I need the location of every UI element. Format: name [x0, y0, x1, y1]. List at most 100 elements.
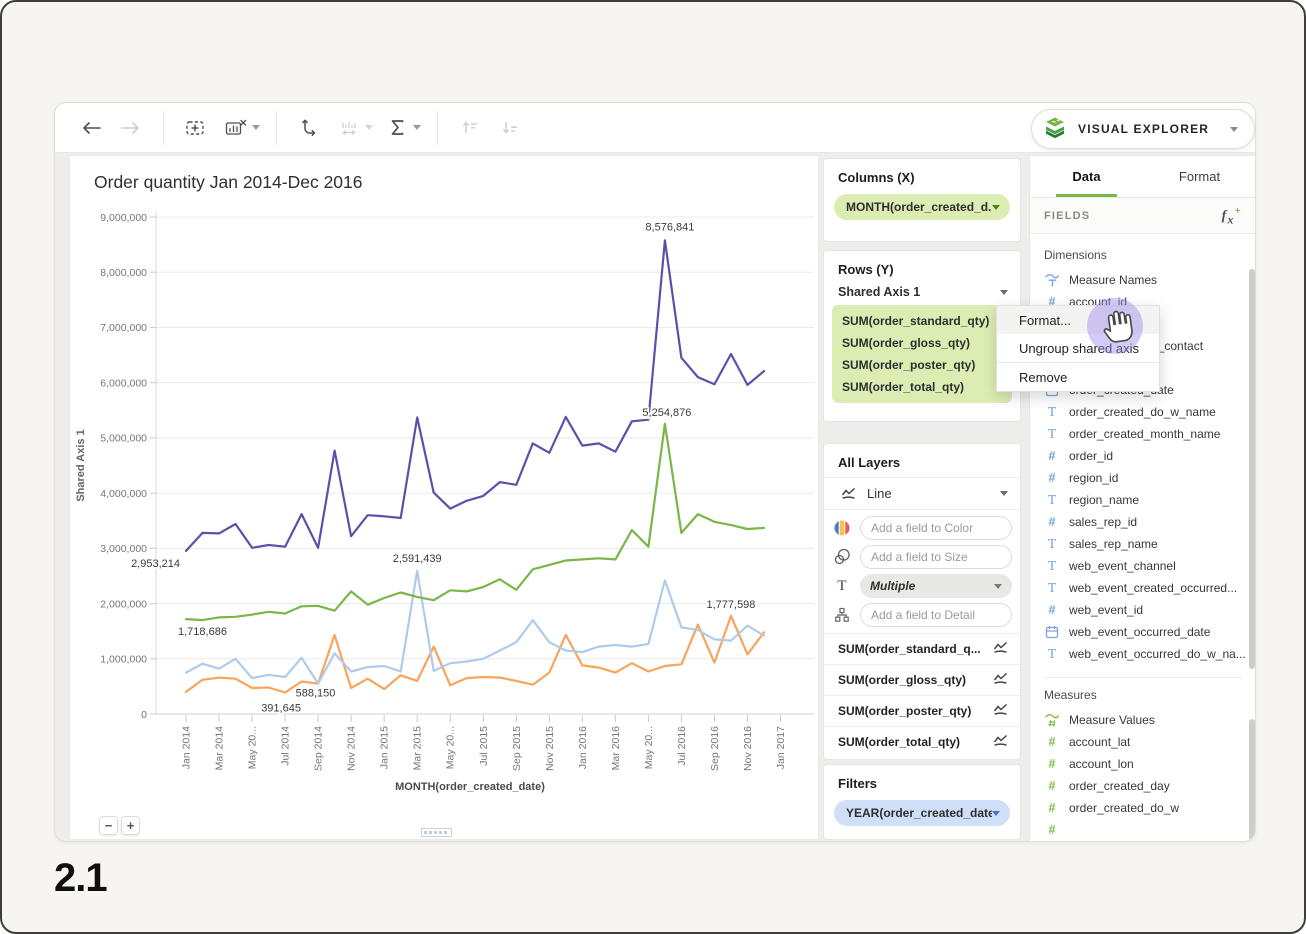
filter-field-pill[interactable]: YEAR(order_created_date) — [834, 800, 1010, 826]
number-icon: # — [1048, 801, 1056, 815]
add-chart-button[interactable] — [181, 113, 211, 143]
visual-explorer-label: VISUAL EXPLORER — [1078, 122, 1210, 136]
menu-item-ungroup-shared-axis[interactable]: Ungroup shared axis — [1019, 340, 1139, 356]
field-drop-input[interactable]: Add a field to Detail — [860, 603, 1012, 627]
svg-text:Sep 2014: Sep 2014 — [313, 726, 325, 771]
number-icon: # — [1048, 295, 1056, 309]
menu-item-remove[interactable]: Remove — [1019, 369, 1068, 385]
tab-data[interactable]: Data — [1030, 156, 1143, 197]
sort-desc-button — [495, 113, 525, 143]
measure-field[interactable]: Measure Values — [1044, 709, 1255, 731]
svg-text:9,000,000: 9,000,000 — [100, 212, 147, 224]
chevron-down-icon — [365, 125, 373, 130]
toolbar-divider — [163, 110, 164, 145]
chevron-down-icon — [992, 810, 1000, 816]
measure-field[interactable]: # — [1044, 819, 1255, 841]
chart-type-label: Line — [867, 486, 892, 501]
layer-measure-row[interactable]: SUM(order_standard_q... — [824, 633, 1020, 664]
sigma-button[interactable] — [382, 113, 412, 143]
chevron-down-icon — [1000, 289, 1008, 295]
shared-axis-measure-pill[interactable]: SUM(order_poster_qty) — [842, 358, 976, 372]
measure-field[interactable]: # order_created_do_w — [1044, 797, 1255, 819]
arrow-right-button — [116, 113, 146, 143]
measure-field[interactable]: # account_lon — [1044, 753, 1255, 775]
text-icon: T — [1047, 426, 1057, 441]
layer-measure-row[interactable]: SUM(order_poster_qty) — [824, 695, 1020, 726]
label-field-selector[interactable]: Multiple — [860, 574, 1012, 598]
toolbar-divider — [437, 110, 438, 145]
swap-axes-button[interactable] — [294, 113, 324, 143]
calendar-icon — [1044, 625, 1060, 639]
chevron-down-icon — [992, 204, 1000, 210]
fields-header: FIELDS fx+ — [1030, 198, 1255, 234]
svg-text:1,718,686: 1,718,686 — [178, 626, 227, 638]
dimension-field[interactable]: web_event_occurred_date — [1044, 621, 1255, 643]
columns-field-pill[interactable]: MONTH(order_created_d... — [834, 194, 1010, 220]
field-drop-input[interactable]: Add a field to Color — [860, 516, 1012, 540]
visual-explorer-button[interactable]: VISUAL EXPLORER — [1031, 109, 1255, 149]
svg-text:Sep 2015: Sep 2015 — [511, 726, 523, 771]
encoding-slot-row: Add a field to Size — [832, 545, 1012, 569]
chevron-down-icon — [413, 125, 421, 130]
chevron-down-icon — [1230, 126, 1238, 132]
measures-list: Measure Values # account_lat # account_lon # o… — [1044, 709, 1255, 841]
svg-text:2,591,439: 2,591,439 — [393, 553, 442, 565]
measure-field[interactable]: # account_lat — [1044, 731, 1255, 753]
measure-field[interactable]: # order_created_day — [1044, 775, 1255, 797]
remove-chart-button[interactable] — [221, 113, 251, 143]
shared-axis-measure-pill[interactable]: SUM(order_total_qty) — [842, 380, 965, 394]
dimension-field[interactable]: # order_id — [1044, 445, 1255, 467]
fields-panel: Data Format FIELDS fx+ Dimensions Measur… — [1029, 155, 1255, 841]
all-layers-panel: All Layers Line Add a field to Color Add … — [823, 443, 1021, 760]
size-icon — [832, 548, 852, 566]
filters-panel: Filters YEAR(order_created_date) — [823, 764, 1021, 840]
scrollbar-thumb[interactable] — [1249, 269, 1255, 669]
zoom-in-button[interactable]: + — [121, 816, 140, 835]
shared-axis-measure-pill[interactable]: SUM(order_gloss_qty) — [842, 336, 971, 350]
measure-names-icon — [1044, 272, 1060, 288]
svg-text:Jan 2016: Jan 2016 — [577, 726, 589, 769]
encoding-slots: Add a field to Color Add a field to Size T… — [824, 510, 1020, 633]
zoom-out-button[interactable]: − — [99, 816, 118, 835]
resize-handle[interactable] — [421, 828, 452, 837]
dimension-field[interactable]: # sales_rep_id — [1044, 511, 1255, 533]
chart-type-selector[interactable]: Line — [824, 478, 1020, 509]
dimensions-section-label: Dimensions — [1044, 248, 1107, 262]
rows-panel-title: Rows (Y) — [838, 262, 894, 277]
svg-text:May 20...: May 20... — [247, 726, 259, 769]
tab-format[interactable]: Format — [1178, 169, 1221, 184]
svg-text:0: 0 — [141, 709, 147, 721]
dimension-field[interactable]: # web_event_id — [1044, 599, 1255, 621]
line-chart-icon — [993, 703, 1008, 719]
columns-panel: Columns (X) MONTH(order_created_d... — [823, 158, 1021, 242]
field-drop-input[interactable]: Add a field to Size — [860, 545, 1012, 569]
measure-values-icon — [1044, 712, 1060, 728]
function-plus-icon[interactable]: fx+ — [1221, 204, 1242, 227]
resize-handle-dots — [424, 831, 449, 834]
shared-axis-selector[interactable]: Shared Axis 1 — [824, 284, 1020, 305]
svg-text:391,645: 391,645 — [261, 702, 301, 714]
arrow-left-button[interactable] — [76, 113, 106, 143]
svg-text:May 20...: May 20... — [445, 726, 457, 769]
number-icon: # — [1048, 471, 1056, 485]
svg-text:May 20...: May 20... — [643, 726, 655, 769]
layer-measure-row[interactable]: SUM(order_gloss_qty) — [824, 664, 1020, 695]
menu-separator — [997, 362, 1159, 363]
svg-text:Jul 2015: Jul 2015 — [478, 726, 490, 766]
line-chart: 9,000,000 8,000,000 7,000,000 6,000,000 5,00… — [75, 211, 814, 793]
scrollbar-thumb[interactable] — [1249, 719, 1255, 841]
svg-text:5,000,000: 5,000,000 — [100, 433, 147, 445]
shared-axis-measure-pill[interactable]: SUM(order_standard_qty) — [842, 314, 990, 328]
layer-measure-row[interactable]: SUM(order_total_qty) — [824, 726, 1020, 757]
chevron-down-icon — [1000, 491, 1008, 496]
dimension-field[interactable]: # region_id — [1044, 467, 1255, 489]
svg-text:1,777,598: 1,777,598 — [706, 599, 755, 611]
dimension-field[interactable]: Measure Names — [1044, 269, 1255, 291]
